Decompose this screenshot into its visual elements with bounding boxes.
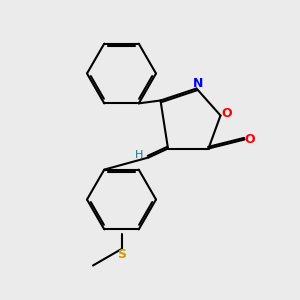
Text: S: S — [117, 248, 126, 261]
Text: N: N — [193, 76, 203, 90]
Text: O: O — [221, 106, 232, 120]
Text: O: O — [244, 133, 255, 146]
Text: H: H — [135, 150, 143, 160]
